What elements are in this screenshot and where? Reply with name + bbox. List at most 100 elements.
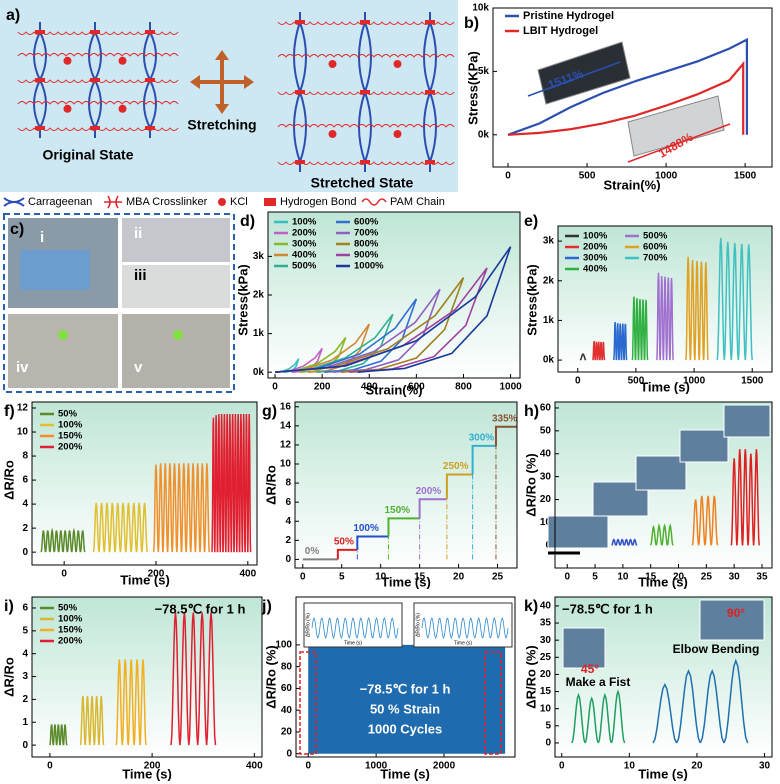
panel-label: g) [262,403,277,420]
kcl [63,104,72,113]
hydrogen-bond [145,30,155,34]
signal-cycle [730,243,740,361]
y-tick-label: 1 [22,717,28,728]
x-tick-label: 1500 [741,376,764,387]
legend-label: 800% [354,239,379,250]
signal-cycle [704,495,712,546]
signal-cycle [52,724,58,746]
inset-signal [311,617,399,639]
signal-cycle [744,244,753,361]
y-tick-label: 15 [540,686,552,697]
hydrogen-bond [35,30,45,34]
annotation: 90° [727,606,745,620]
signal-cycle [666,523,674,546]
signal-cycle [656,272,661,361]
legend-label: 500% [292,261,317,272]
signal-cycle [620,323,625,361]
y-axis-label: Stress(kPa) [235,264,250,336]
annotation: −78.5℃ for 1 h [562,601,653,616]
signal-cycle [689,260,696,361]
plot-frame [554,401,773,569]
panel-label: f) [4,403,15,420]
photo [537,41,631,105]
photo [627,95,725,157]
signal-cycle [716,237,726,361]
cycling-band [308,644,506,754]
legend-label: 1000% [354,261,384,272]
step-label: 250% [443,461,469,472]
kcl [328,60,337,68]
x-axis-label: Strain(%) [365,382,422,397]
legend-label: 100% [292,217,317,228]
signal-cycle [98,695,105,746]
hydrogen-bond [360,160,370,164]
x-tick-label: 0 [305,761,311,772]
series-line [507,60,745,136]
inset-y-label: ΔR/Ro (%) [305,613,311,637]
y-axis-label: ΔR/Ro [1,460,16,500]
plot-frame [294,401,518,569]
legend-label: 100% [583,231,608,242]
hydrogen-bond [145,126,155,130]
x-tick-label: 200 [314,382,331,393]
signal-cycle [62,530,69,553]
y-tick-label: 60 [281,683,293,694]
hysteresis-loop [275,337,347,373]
hydrogen-bond [425,90,435,94]
legend-label: 200% [58,636,83,647]
signal-cycle [741,449,749,546]
step-segment [336,548,358,560]
signal-cycle [611,538,617,546]
signal-cycle [180,463,187,553]
x-axis-label: Time (s) [381,574,431,589]
legend-label: 500% [643,231,668,242]
hydrogen-bond [35,78,45,82]
signal-cycle [205,612,217,746]
state-label: Stretched State [311,175,414,191]
stretch-arrows [190,50,254,114]
hydrogen-bond [295,20,305,24]
signal-cycle [49,527,56,553]
signal-cycle [571,692,586,744]
signal-cycle [40,530,47,553]
photo [122,218,230,262]
y-axis-label: ΔR/Ro (%) [263,645,278,709]
x-tick-label: 10 [617,572,629,583]
legend-label: 50% [58,603,78,614]
signal-cycle [643,299,649,361]
signal-cycle [676,669,701,744]
signal-cycle [194,463,201,553]
annotation: −78.5℃ for 1 h [155,601,246,616]
legend-label: 100% [58,420,83,431]
panel-a-background [0,0,458,192]
signal-cycle [139,659,147,746]
x-tick-label: 1000 [499,382,522,393]
kcl [118,104,127,113]
pam-chain [277,54,455,58]
legend-label: 200% [583,242,608,253]
signal-cycle [601,341,606,361]
legend-text: MBA Crosslinker [126,196,208,208]
y-tick-label: 20 [540,494,552,505]
signal-cycle [199,463,206,553]
panel-a-legend: Carrageenan MBA Crosslinker KCl Hydrogen… [3,195,445,209]
signal-cycle [135,502,143,553]
x-axis-label: Strain(%) [603,177,660,192]
legend-label: 300% [292,239,317,250]
y-tick-label: 4 [22,499,28,510]
hydrogen-bond [90,30,100,34]
signal-cycle [188,612,199,746]
photo [547,515,609,549]
signal-cycle [130,502,138,553]
signal-cycle [632,538,638,546]
plot-frame [267,211,521,379]
y-tick-label: 3k [253,251,265,262]
photo-label: i [40,229,44,246]
y-tick-label: 0k [478,129,490,140]
x-tick-label: 1000 [365,761,388,772]
step-segment [494,425,517,446]
hysteresis-loop [275,298,418,373]
signal-cycle [610,689,626,744]
x-tick-label: 0 [575,376,581,387]
